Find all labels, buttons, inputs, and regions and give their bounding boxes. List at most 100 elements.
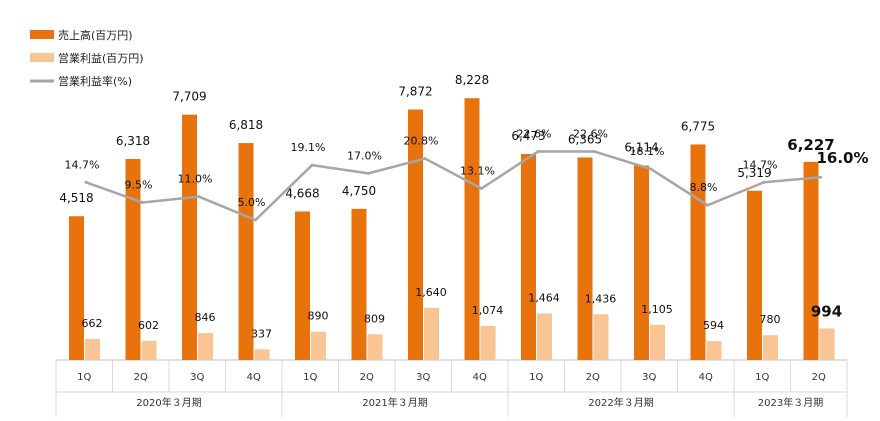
- rate-point: [536, 150, 540, 154]
- rate-point: [310, 163, 314, 167]
- rate-value-label: 11.0%: [178, 173, 213, 186]
- legend-sales-swatch: [30, 30, 54, 39]
- rate-line: [85, 150, 821, 222]
- legend-profit-swatch: [30, 53, 54, 62]
- rate-point: [84, 180, 88, 184]
- profit-value-label: 1,436: [585, 292, 617, 305]
- legend-rate-label: 営業利益率(%): [58, 74, 132, 88]
- sales-bar: [295, 211, 310, 360]
- category-label: 4Q: [699, 372, 713, 383]
- rate-point: [649, 167, 653, 171]
- profit-bar: [763, 335, 778, 360]
- profit-value-label: 846: [195, 311, 216, 324]
- category-label: 4Q: [473, 372, 487, 383]
- group-label: 2022年３月期: [588, 396, 653, 409]
- sales-bar: [351, 208, 367, 360]
- profit-value-label: 1,640: [415, 286, 447, 299]
- category-label: 2Q: [360, 372, 374, 383]
- rate-value-label: 16.0%: [816, 149, 868, 167]
- sales-value-label: 4,518: [59, 191, 93, 205]
- rate-point: [480, 187, 483, 190]
- profit-bar: [85, 338, 100, 360]
- rate-value-label: 14.7%: [743, 158, 778, 171]
- sales-bar: [747, 190, 762, 360]
- profit-bar: [706, 341, 722, 360]
- category-label: 2Q: [134, 372, 148, 383]
- rate-value-label: 19.1%: [291, 141, 326, 154]
- profit-bar: [367, 334, 383, 360]
- profit-value-label: 994: [811, 302, 842, 320]
- rate-point: [367, 171, 370, 175]
- category-label: 3Q: [642, 372, 656, 383]
- profit-bar: [198, 333, 213, 360]
- profit-bar: [537, 313, 552, 360]
- rate-value-label: 20.8%: [404, 135, 439, 148]
- sales-bar: [577, 157, 593, 360]
- rate-value-label: 8.8%: [690, 181, 718, 194]
- rate-value-label: 17.0%: [347, 149, 382, 162]
- group-label: 2021年３月期: [362, 396, 427, 409]
- profit-bar: [480, 325, 496, 360]
- profit-value-label: 594: [703, 319, 724, 332]
- profit-value-label: 1,074: [472, 304, 504, 317]
- category-label: 1Q: [755, 372, 769, 383]
- rate-value-label: 14.7%: [65, 158, 100, 171]
- sales-bar: [690, 144, 706, 360]
- rate-point: [423, 157, 427, 161]
- sales-value-label: 6,473: [511, 129, 545, 143]
- profit-bar: [650, 324, 665, 360]
- sales-value-label: 6,227: [787, 136, 834, 154]
- category-label: 1Q: [529, 372, 543, 383]
- rate-point: [197, 195, 201, 199]
- profit-bar: [424, 307, 439, 360]
- sales-bar: [238, 143, 254, 360]
- category-label: 3Q: [190, 372, 204, 383]
- category-label: 2Q: [586, 372, 600, 383]
- rate-value-label: 22.6%: [517, 128, 552, 141]
- group-label: 2023年３月期: [758, 396, 823, 409]
- rate-point: [254, 218, 257, 222]
- sales-value-label: 6,318: [116, 134, 150, 148]
- category-label: 3Q: [416, 372, 430, 383]
- rate-point: [706, 203, 709, 207]
- sales-value-label: 6,775: [681, 119, 715, 133]
- sales-value-label: 4,668: [285, 186, 319, 200]
- sales-bar: [408, 109, 423, 360]
- profit-value-label: 809: [364, 312, 385, 325]
- sales-bar: [125, 158, 141, 360]
- profit-value-label: 890: [308, 310, 329, 323]
- sales-bar: [521, 154, 536, 360]
- profit-value-label: 1,105: [641, 303, 673, 316]
- sales-bar: [69, 216, 84, 360]
- legend-sales-label: 売上高(百万円): [58, 28, 133, 42]
- sales-value-label: 5,319: [737, 166, 771, 180]
- profit-value-label: 337: [251, 327, 272, 340]
- rate-value-label: 18.1%: [630, 145, 665, 158]
- profit-value-label: 1,464: [528, 291, 560, 304]
- sales-bar: [182, 114, 197, 360]
- sales-value-label: 6,365: [568, 132, 602, 146]
- profit-bar: [254, 349, 270, 360]
- sales-value-label: 7,872: [398, 85, 432, 99]
- category-label: 2Q: [812, 372, 826, 383]
- category-label: 4Q: [247, 372, 261, 383]
- rate-value-label: 9.5%: [125, 179, 153, 192]
- sales-value-label: 4,750: [342, 184, 376, 198]
- rate-value-label: 5.0%: [238, 196, 266, 209]
- rate-value-label: 13.1%: [460, 165, 495, 178]
- sales-value-label: 6,818: [229, 118, 263, 132]
- sales-bar: [464, 98, 480, 360]
- rate-point: [819, 175, 822, 179]
- sales-bar: [803, 161, 819, 360]
- profit-value-label: 662: [82, 317, 103, 330]
- sales-value-label: 7,709: [172, 90, 206, 104]
- rate-point: [141, 201, 144, 204]
- profit-bar: [819, 328, 835, 360]
- category-label: 1Q: [303, 372, 317, 383]
- rate-point: [593, 150, 596, 154]
- sales-value-label: 8,228: [455, 73, 489, 87]
- profit-bar: [141, 340, 157, 360]
- rate-point: [762, 180, 766, 184]
